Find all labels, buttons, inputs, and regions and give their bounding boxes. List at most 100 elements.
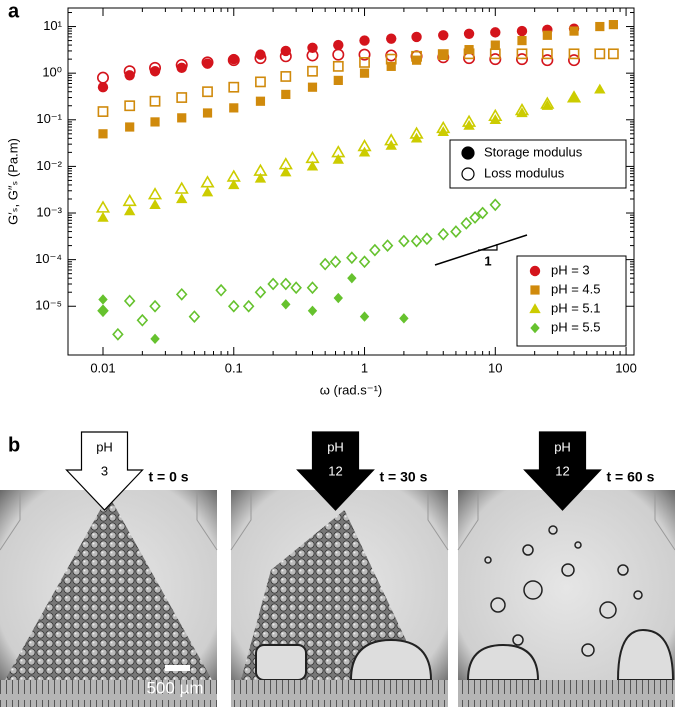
marker — [202, 58, 213, 69]
scale-bar-label: 500 µm — [146, 678, 203, 697]
marker — [307, 305, 318, 316]
marker — [280, 71, 292, 82]
x-tick-label: 0.01 — [90, 360, 115, 375]
marker — [359, 311, 370, 322]
marker — [569, 26, 579, 36]
ph-value: 12 — [328, 463, 342, 478]
marker — [568, 54, 581, 67]
large-drop — [255, 644, 307, 681]
drop — [574, 541, 582, 549]
marker — [541, 54, 554, 67]
legend-marker — [529, 303, 541, 314]
slope-triangle — [478, 244, 498, 251]
legend-marker — [461, 167, 475, 181]
marker — [149, 66, 161, 77]
marker — [359, 35, 370, 46]
marker — [280, 45, 291, 57]
marker — [476, 206, 489, 220]
marker — [332, 153, 344, 164]
marker — [332, 48, 345, 61]
marker — [385, 139, 397, 150]
marker — [96, 71, 109, 84]
marker — [306, 281, 319, 295]
drop — [523, 580, 543, 600]
marker — [123, 205, 136, 216]
ph-arrow — [296, 431, 375, 511]
y-tick-label: 10⁻⁵ — [35, 298, 62, 313]
marker — [489, 198, 502, 212]
marker — [150, 333, 160, 345]
marker — [149, 95, 161, 107]
legend-box — [449, 139, 627, 189]
channel-outline — [196, 490, 218, 551]
marker — [175, 287, 188, 301]
marker — [98, 305, 108, 316]
legend-label: pH = 4.5 — [551, 281, 601, 296]
ph-value: 3 — [101, 463, 108, 478]
marker — [228, 81, 240, 93]
channel-outline — [654, 490, 675, 551]
ph-label: pH — [96, 439, 113, 454]
panel-label: a — [8, 0, 20, 22]
marker — [358, 146, 371, 157]
marker — [123, 294, 136, 308]
marker — [329, 255, 342, 269]
scale-bar — [165, 665, 190, 671]
droplet-packing — [241, 510, 406, 680]
marker — [267, 277, 279, 291]
marker — [608, 20, 618, 30]
droplet-packing — [5, 495, 212, 680]
marker — [398, 234, 410, 248]
drop — [599, 601, 617, 619]
marker — [516, 48, 528, 60]
drop — [484, 556, 492, 564]
y-tick-label: 10⁻² — [36, 158, 62, 173]
marker — [358, 255, 371, 269]
ph-label: pH — [327, 439, 344, 454]
marker — [464, 45, 474, 55]
marker — [112, 327, 124, 341]
drop — [490, 597, 506, 613]
marker — [228, 53, 239, 65]
y-tick-label: 10⁻¹ — [36, 111, 62, 126]
ph-label: pH — [554, 439, 571, 454]
marker — [319, 257, 331, 271]
marker — [176, 62, 187, 74]
marker — [176, 193, 188, 204]
marker — [150, 117, 160, 127]
channel-outline — [427, 490, 449, 551]
y-tick-label: 10¹ — [43, 18, 62, 33]
marker — [490, 40, 500, 50]
marker — [399, 313, 409, 324]
marker — [228, 179, 240, 190]
legend-label: pH = 5.5 — [551, 319, 601, 334]
marker — [333, 75, 343, 85]
marker — [97, 82, 109, 93]
marker — [98, 129, 108, 139]
ruler — [458, 680, 675, 707]
large-drop — [616, 628, 675, 681]
marker — [122, 193, 137, 207]
marker — [358, 48, 371, 61]
panel-label: b — [8, 434, 20, 456]
y-tick-label: 10⁻³ — [36, 204, 62, 219]
marker — [306, 160, 319, 171]
x-tick-label: 1 — [361, 360, 368, 375]
marker — [594, 48, 606, 60]
legend-marker — [530, 285, 540, 295]
marker — [437, 227, 450, 241]
marker — [517, 35, 527, 46]
marker — [359, 57, 370, 68]
drop — [633, 590, 643, 600]
marker — [124, 70, 135, 81]
marker — [516, 25, 528, 37]
marker — [149, 199, 161, 209]
marker — [438, 50, 448, 60]
marker — [463, 28, 475, 39]
marker — [242, 299, 255, 313]
marker — [410, 132, 423, 143]
marker — [227, 299, 240, 313]
channel-outline — [230, 490, 252, 551]
marker — [124, 100, 136, 112]
marker — [346, 251, 358, 265]
